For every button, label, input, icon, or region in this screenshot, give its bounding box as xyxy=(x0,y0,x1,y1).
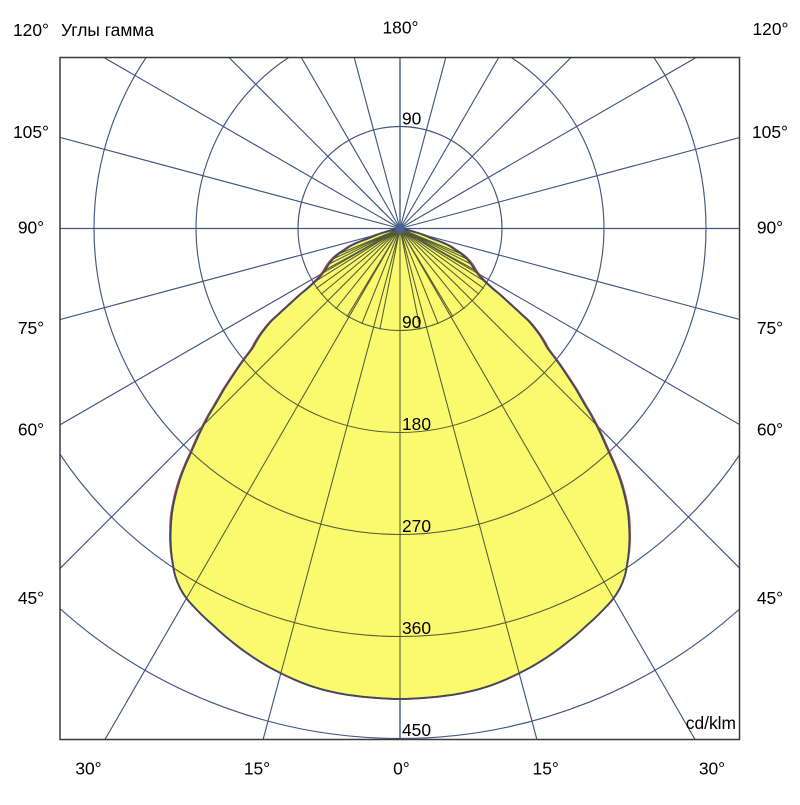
svg-text:120°: 120° xyxy=(753,19,789,39)
svg-text:45°: 45° xyxy=(18,588,44,608)
svg-text:90: 90 xyxy=(402,109,421,129)
svg-text:270: 270 xyxy=(402,516,431,536)
svg-text:450: 450 xyxy=(402,720,431,740)
svg-text:90: 90 xyxy=(402,312,421,332)
svg-text:Углы гамма: Углы гамма xyxy=(61,20,154,40)
svg-text:105°: 105° xyxy=(752,122,788,142)
svg-text:120°: 120° xyxy=(13,20,49,40)
svg-text:75°: 75° xyxy=(18,318,44,338)
svg-text:360: 360 xyxy=(402,618,431,638)
svg-text:cd/klm: cd/klm xyxy=(686,713,736,733)
svg-text:30°: 30° xyxy=(699,759,725,779)
svg-text:75°: 75° xyxy=(757,318,783,338)
svg-text:30°: 30° xyxy=(75,759,101,779)
svg-text:15°: 15° xyxy=(244,759,270,779)
svg-text:60°: 60° xyxy=(18,420,44,440)
svg-text:60°: 60° xyxy=(757,420,783,440)
svg-text:180: 180 xyxy=(402,414,431,434)
svg-text:90°: 90° xyxy=(757,218,783,238)
svg-text:15°: 15° xyxy=(533,759,559,779)
svg-text:45°: 45° xyxy=(757,588,783,608)
svg-text:180°: 180° xyxy=(383,18,419,38)
svg-text:105°: 105° xyxy=(13,122,49,142)
svg-text:90°: 90° xyxy=(18,218,44,238)
svg-text:0°: 0° xyxy=(393,759,410,779)
